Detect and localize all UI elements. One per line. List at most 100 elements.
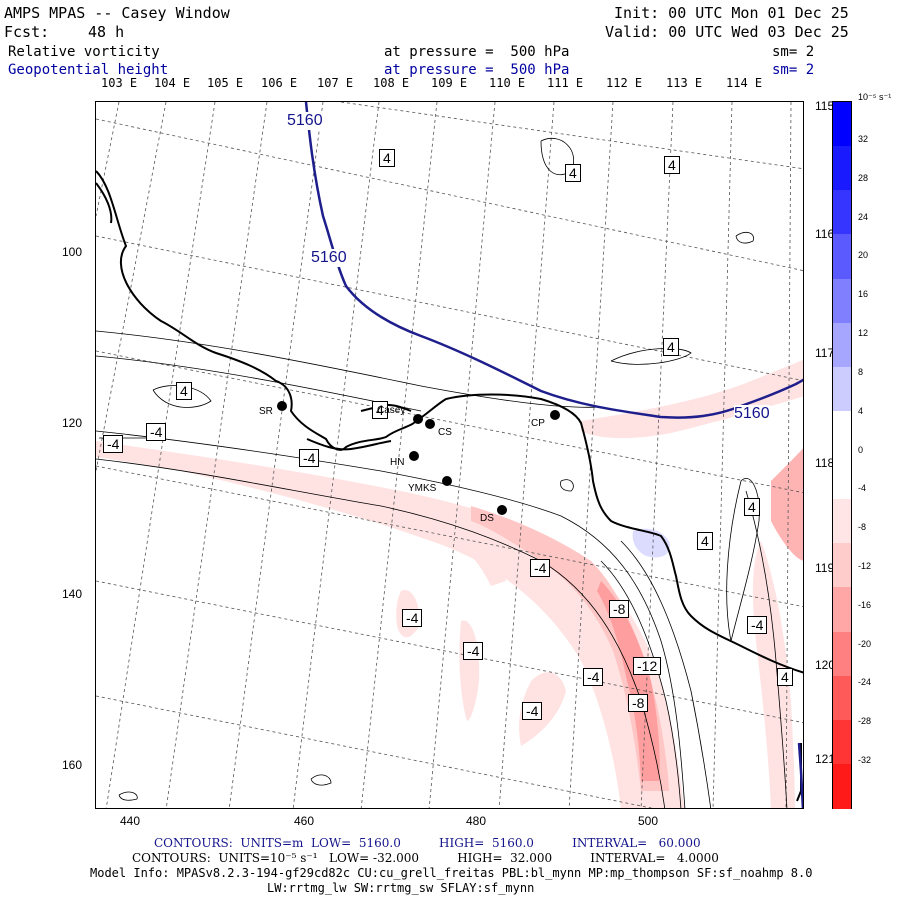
- station-label: DS: [480, 513, 494, 524]
- colorbar-label: 28: [858, 172, 869, 183]
- station-marker: [550, 410, 560, 420]
- x-tick-label: 440: [120, 814, 141, 828]
- vort-label: -4: [402, 609, 423, 627]
- vort-label: 4: [379, 149, 395, 167]
- vort-label: 4: [744, 498, 760, 516]
- colorbar-label: -24: [858, 677, 872, 688]
- lon-label: 107 E: [317, 76, 354, 90]
- station-marker: [425, 419, 435, 429]
- colorbar-label: 4: [858, 405, 864, 416]
- forecast-label: Fcst:: [4, 23, 50, 41]
- field2-name: Geopotential height: [8, 62, 169, 78]
- colorbar-label: 32: [858, 134, 869, 144]
- vort-label: 4: [697, 532, 713, 550]
- lon-label: 103 E: [101, 76, 138, 90]
- station-label: CS: [438, 427, 452, 438]
- vort-shade-east2: [752, 541, 795, 808]
- colorbar-segment: [833, 719, 851, 765]
- height-label: 5160: [734, 405, 770, 423]
- lon-label: 113 E: [666, 76, 703, 90]
- colorbar-segment: [833, 675, 851, 721]
- vort-label: -4: [522, 702, 543, 720]
- model-info-physics: LW:rrtmg_lw SW:rrtmg_sw SFLAY:sf_mynn: [267, 881, 535, 895]
- colorbar-label: -4: [858, 483, 867, 494]
- station-label: HN: [390, 457, 405, 468]
- colorbar-segment: [833, 102, 851, 147]
- lon-label: 114 E: [726, 76, 763, 90]
- height-label: 5160: [311, 249, 347, 267]
- vort-label: -4: [299, 449, 320, 467]
- colorbar-segment: [833, 322, 851, 368]
- station-marker: [409, 451, 419, 461]
- map-plot-area: 5160 5160 5160 4 4 4 4 4 4 4 4 -4 -4 -4 …: [95, 101, 804, 809]
- vort-label: -8: [628, 694, 649, 712]
- field2-level: at pressure = 500 hPa: [384, 62, 570, 78]
- colorbar-segment: [833, 763, 851, 809]
- y-tick-label: 160: [62, 758, 83, 772]
- x-tick-label: 500: [638, 814, 659, 828]
- colorbar-label: 16: [858, 289, 869, 300]
- model-info: Model Info: MPASv8.2.3-194-gf29cd82c CU:…: [90, 866, 813, 880]
- station-label: CP: [531, 418, 545, 429]
- station-label: Casey: [377, 405, 406, 416]
- vort-shade-light: [96, 441, 685, 808]
- contour-info-height: CONTOURS: UNITS=m LOW= 5160.0 HIGH= 5160…: [154, 836, 701, 850]
- colorbar-label: 0: [858, 444, 864, 455]
- colorbar-segment: [833, 190, 851, 235]
- station-label: YMKS: [408, 483, 437, 494]
- colorbar-segment: [833, 543, 851, 588]
- vort-label: 4: [664, 156, 680, 174]
- valid-time: Valid: 00 UTC Wed 03 Dec 25: [605, 23, 849, 41]
- colorbar-label: -32: [858, 755, 872, 765]
- colorbar-segment: [833, 234, 851, 279]
- vort-label: -8: [609, 600, 630, 618]
- vorticity-contours: [96, 138, 788, 808]
- colorbar-label: -12: [858, 560, 872, 571]
- colorbar-segment: [833, 499, 851, 544]
- colorbar-label: 20: [858, 250, 869, 261]
- forecast-value: 48 h: [88, 23, 125, 41]
- colorbar: [832, 101, 852, 809]
- y-tick-label: 100: [62, 245, 83, 259]
- vort-shade-sw: [461, 540, 506, 586]
- colorbar-segment: [833, 278, 851, 324]
- station-label: SR: [259, 406, 273, 417]
- vort-label: 4: [176, 382, 192, 400]
- station-marker: [497, 505, 507, 515]
- lon-label: 105 E: [207, 76, 244, 90]
- lon-label: 106 E: [261, 76, 298, 90]
- vort-label: 4: [372, 401, 388, 419]
- coastline: [96, 170, 803, 802]
- colorbar-unit: 10⁻⁵ s⁻¹: [858, 92, 892, 102]
- lon-label: 108 E: [373, 76, 410, 90]
- colorbar-label: 8: [858, 366, 864, 377]
- colorbar-segment: [833, 146, 851, 191]
- colorbar-label: 24: [858, 211, 869, 222]
- colorbar-segment: [833, 455, 851, 500]
- colorbar-label: -16: [858, 599, 872, 610]
- lon-label: 110 E: [489, 76, 526, 90]
- vort-shade-strong: [597, 581, 660, 781]
- vort-label: 4: [663, 338, 679, 356]
- colorbar-segment: [833, 587, 851, 632]
- vort-label: -4: [747, 616, 768, 634]
- field1-name: Relative vorticity: [8, 44, 160, 60]
- x-tick-label: 480: [466, 814, 487, 828]
- vort-label: -4: [530, 559, 551, 577]
- app-title: AMPS MPAS -- Casey Window: [4, 4, 230, 22]
- graticule-lines: [96, 102, 803, 808]
- colorbar-label: -8: [858, 522, 867, 533]
- station-marker: [413, 414, 423, 424]
- colorbar-label: 12: [858, 328, 869, 339]
- colorbar-label: -28: [858, 716, 872, 727]
- colorbar-segment: [833, 410, 851, 456]
- contour-info-vorticity: CONTOURS: UNITS=10⁻⁵ s⁻¹ LOW= -32.000 HI…: [132, 851, 719, 865]
- vort-shade-s1: [459, 620, 480, 721]
- vort-label: -4: [146, 423, 167, 441]
- vort-label: 4: [565, 164, 581, 182]
- vort-shade-s3: [519, 672, 566, 746]
- vort-label: -4: [463, 642, 484, 660]
- x-tick-label: 460: [294, 814, 315, 828]
- colorbar-segment: [833, 631, 851, 677]
- geopotential-contour-5160: [304, 102, 803, 808]
